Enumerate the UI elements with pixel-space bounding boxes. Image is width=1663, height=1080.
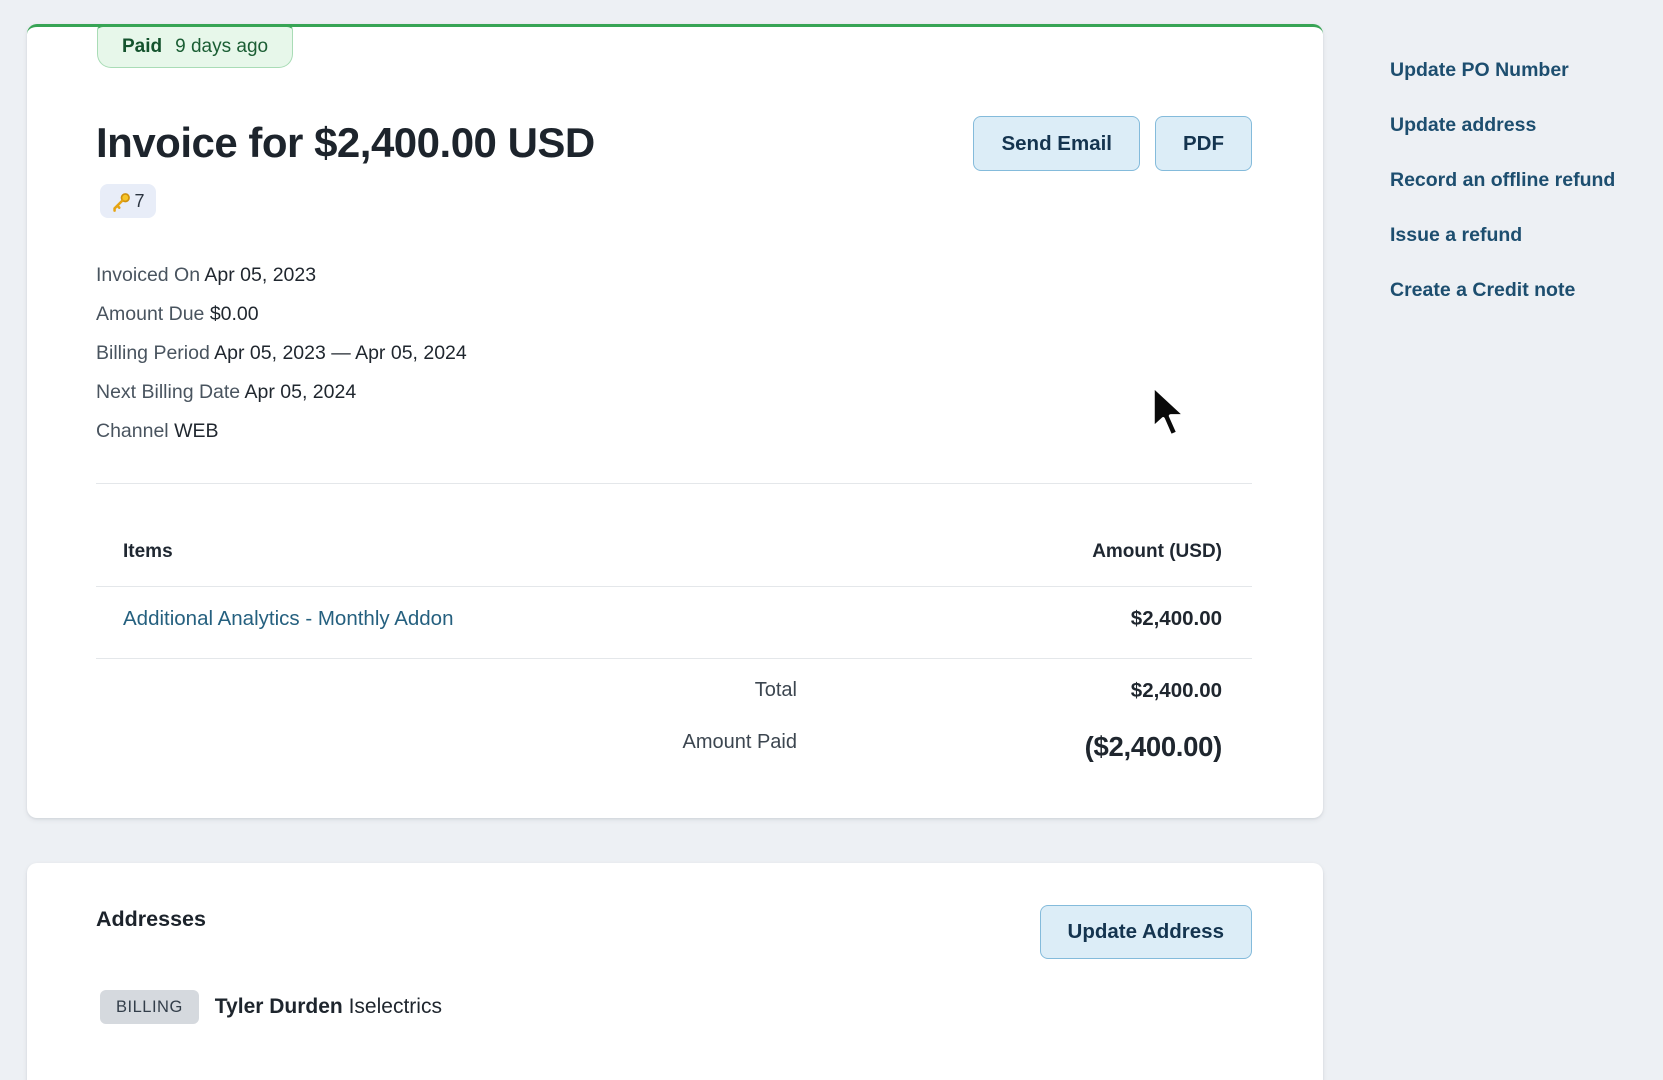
detail-value: Apr 05, 2023 — Apr 05, 2024 bbox=[214, 342, 467, 364]
key-count: 7 bbox=[134, 190, 145, 211]
title-amount: $2,400.00 bbox=[314, 119, 497, 166]
table-row: Additional Analytics - Monthly Addon $2,… bbox=[96, 607, 1252, 635]
sidebar-action-link[interactable]: Create a Credit note bbox=[1390, 279, 1576, 301]
amount-column-header: Amount (USD) bbox=[1092, 541, 1222, 562]
summary-value: $2,400.00 bbox=[1130, 679, 1222, 702]
invoice-detail-row: Next Billing Date Apr 05, 2024 bbox=[96, 373, 467, 412]
pdf-button[interactable]: PDF bbox=[1155, 116, 1252, 171]
billing-badge: BILLING bbox=[100, 990, 199, 1024]
title-currency: USD bbox=[496, 119, 596, 166]
detail-value: $0.00 bbox=[209, 303, 259, 325]
detail-label: Billing Period bbox=[96, 342, 215, 364]
detail-label: Next Billing Date bbox=[96, 381, 245, 403]
invoice-detail-row: Channel WEB bbox=[96, 412, 467, 451]
divider bbox=[96, 658, 1252, 659]
summary-row: Amount Paid ($2,400.00) bbox=[96, 731, 1252, 765]
detail-label: Amount Due bbox=[96, 303, 210, 325]
detail-value: Apr 05, 2024 bbox=[244, 381, 357, 403]
divider bbox=[96, 586, 1252, 587]
sidebar-action-link[interactable]: Record an offline refund bbox=[1390, 169, 1616, 191]
sidebar-action-link[interactable]: Issue a refund bbox=[1390, 224, 1523, 246]
page-title: Invoice for $2,400.00 USD bbox=[96, 119, 595, 167]
status-time-ago: 9 days ago bbox=[175, 36, 269, 57]
invoice-details: Invoiced On Apr 05, 2023 Amount Due $0.0… bbox=[96, 256, 467, 451]
sidebar-action-link[interactable]: Update address bbox=[1390, 114, 1537, 136]
detail-label: Channel bbox=[96, 420, 175, 442]
items-column-header: Items bbox=[123, 541, 173, 562]
key-count-badge[interactable]: 7 bbox=[100, 184, 156, 218]
summary-value: ($2,400.00) bbox=[1084, 731, 1223, 762]
detail-value: Apr 05, 2023 bbox=[204, 264, 317, 286]
billing-company: Iselectrics bbox=[348, 995, 442, 1018]
send-email-button[interactable]: Send Email bbox=[973, 116, 1140, 171]
invoice-detail-row: Amount Due $0.00 bbox=[96, 295, 467, 334]
detail-value: WEB bbox=[174, 420, 219, 442]
update-address-button[interactable]: Update Address bbox=[1039, 905, 1252, 959]
invoice-actions: Send Email PDF bbox=[973, 116, 1252, 171]
detail-label: Invoiced On bbox=[96, 264, 205, 286]
billing-name: Tyler Durden bbox=[214, 995, 343, 1018]
addresses-title: Addresses bbox=[96, 907, 206, 931]
divider bbox=[96, 483, 1252, 484]
status-label: Paid bbox=[122, 36, 163, 57]
invoice-detail-row: Billing Period Apr 05, 2023 — Apr 05, 20… bbox=[96, 334, 467, 373]
invoice-card: Paid 9 days ago Send Email PDF Invoice f… bbox=[27, 24, 1323, 818]
title-prefix: Invoice for bbox=[96, 119, 315, 166]
summary-row: Total $2,400.00 bbox=[96, 679, 1252, 713]
items-table-header: Items Amount (USD) bbox=[96, 541, 1252, 567]
item-amount: $2,400.00 bbox=[1130, 607, 1222, 630]
addresses-card: Addresses Update Address BILLING Tyler D… bbox=[27, 863, 1323, 1080]
key-icon bbox=[111, 191, 132, 212]
item-link[interactable]: Additional Analytics - Monthly Addon bbox=[123, 607, 454, 630]
summary-label: Amount Paid bbox=[682, 731, 797, 753]
paid-status-badge: Paid 9 days ago bbox=[97, 24, 294, 68]
invoice-detail-row: Invoiced On Apr 05, 2023 bbox=[96, 256, 467, 295]
sidebar-action-link[interactable]: Update PO Number bbox=[1390, 59, 1569, 81]
billing-contact: Tyler Durden Iselectrics bbox=[215, 995, 442, 1019]
billing-address-row: BILLING Tyler Durden Iselectrics bbox=[100, 990, 442, 1024]
invoice-actions-sidebar: Update PO Number Update address Record a… bbox=[1390, 58, 1615, 302]
summary-label: Total bbox=[754, 679, 797, 701]
